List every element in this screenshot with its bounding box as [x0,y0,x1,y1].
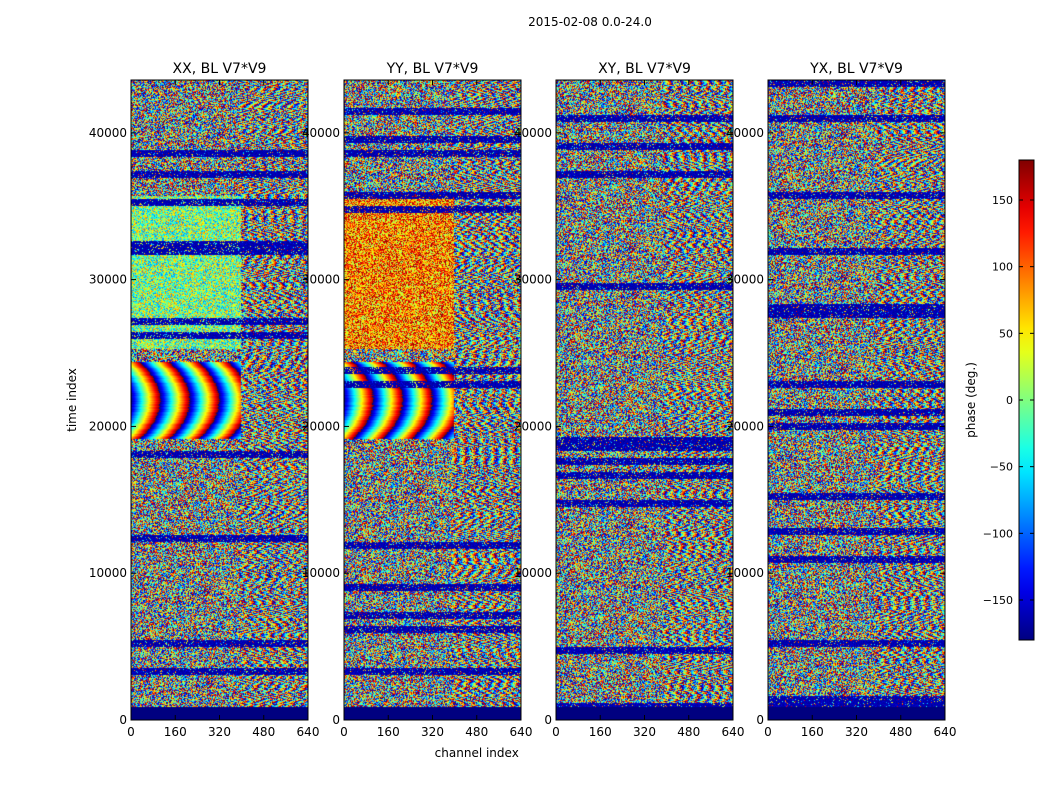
y-tick-label: 0 [756,713,764,727]
x-tick-label: 640 [297,725,320,739]
y-tick-label: 20000 [514,419,552,433]
heatmap-image [344,80,521,720]
y-tick-label: 40000 [726,126,764,140]
y-tick-label: 30000 [726,273,764,287]
colorbar-label: phase (deg.) [964,362,978,438]
y-tick-label: 0 [544,713,552,727]
colorbar-tick-label: 0 [1006,394,1013,407]
y-tick-label: 40000 [302,126,340,140]
x-tick-label: 0 [552,725,560,739]
y-tick-label: 30000 [514,273,552,287]
figure-suptitle: 2015-02-08 0.0-24.0 [528,15,652,29]
y-tick-label: 10000 [726,566,764,580]
x-axis-label: channel index [435,746,519,760]
x-tick-label: 640 [722,725,745,739]
colorbar-tick-label: 50 [999,327,1013,340]
y-tick-label: 20000 [89,419,127,433]
heatmap-image [556,80,733,720]
x-tick-label: 0 [127,725,135,739]
colorbar-tick-label: 100 [992,261,1013,274]
y-tick-label: 20000 [726,419,764,433]
x-tick-label: 640 [510,725,533,739]
x-tick-label: 320 [845,725,868,739]
x-tick-label: 480 [677,725,700,739]
panels-group: XX, BL V7*V9 0 160 320 480 640 0 10000 20000 3000… [65,61,956,760]
y-axis-label: time index [65,368,79,432]
y-tick-label: 10000 [89,566,127,580]
x-tick-label: 320 [421,725,444,739]
y-tick-label: 10000 [302,566,340,580]
heatmap-panel-1: XX, BL V7*V9 0 160 320 480 640 0 10000 20000 3000… [65,61,319,739]
x-tick-label: 0 [340,725,348,739]
x-tick-label: 0 [764,725,772,739]
y-tick-label: 20000 [302,419,340,433]
x-tick-label: 320 [208,725,231,739]
y-tick-label: 0 [332,713,340,727]
heatmap-image [768,80,945,720]
y-tick-label: 40000 [514,126,552,140]
x-tick-label: 480 [889,725,912,739]
colorbar-tick-label: −50 [990,461,1013,474]
x-tick-label: 160 [377,725,400,739]
y-tick-label: 0 [119,713,127,727]
y-tick-label: 30000 [302,273,340,287]
y-tick-label: 30000 [89,273,127,287]
x-tick-label: 160 [164,725,187,739]
x-tick-label: 480 [252,725,275,739]
panel-title: YX, BL V7*V9 [809,61,903,77]
heatmap-image [131,80,308,720]
panel-title: XX, BL V7*V9 [173,61,267,77]
heatmap-panel-4: YX, BL V7*V9 0 160 320 480 640 0 10000 20000 3000… [726,61,957,739]
panel-title: XY, BL V7*V9 [598,61,691,77]
y-tick-label: 40000 [89,126,127,140]
panel-title: YY, BL V7*V9 [386,61,479,77]
colorbar-tick-label: 150 [992,194,1013,207]
x-tick-label: 320 [633,725,656,739]
heatmap-panel-2: YY, BL V7*V9 0 160 320 480 640 0 10000 20000 3000… [302,61,533,760]
colorbar-tick-label: −100 [983,527,1013,540]
y-tick-label: 10000 [514,566,552,580]
x-tick-label: 640 [934,725,957,739]
x-tick-label: 480 [465,725,488,739]
colorbar-tick-label: −150 [983,594,1013,607]
x-tick-label: 160 [589,725,612,739]
heatmap-panel-3: XY, BL V7*V9 0 160 320 480 640 0 10000 20000 3000… [514,61,745,739]
x-tick-label: 160 [801,725,824,739]
colorbar: −150 −100 −50 0 50 100 150 phase (deg.) [964,159,1035,641]
